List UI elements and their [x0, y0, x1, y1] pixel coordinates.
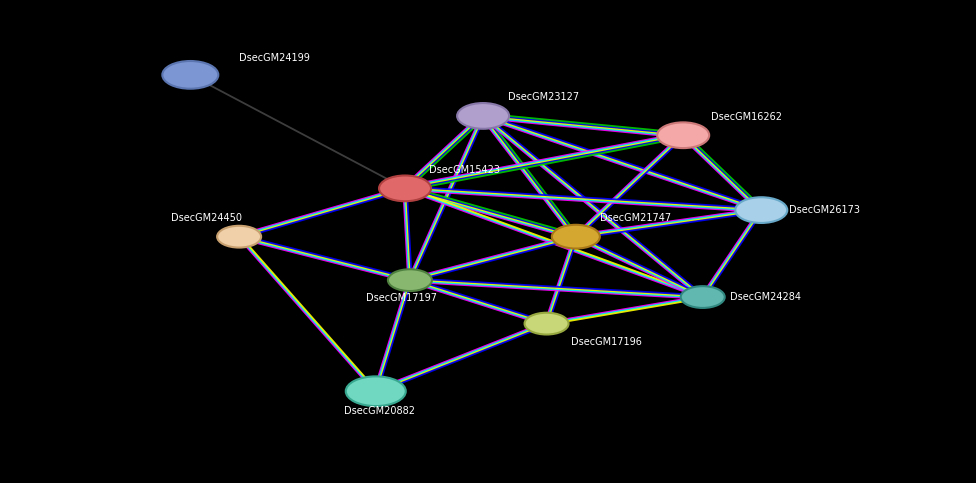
Circle shape [657, 122, 710, 148]
Circle shape [162, 61, 219, 89]
Circle shape [379, 175, 431, 201]
Text: DsecGM16262: DsecGM16262 [711, 112, 782, 122]
Circle shape [387, 269, 432, 291]
Text: DsecGM23127: DsecGM23127 [508, 92, 579, 101]
Text: DsecGM20882: DsecGM20882 [344, 406, 415, 415]
Text: DsecGM24450: DsecGM24450 [171, 213, 242, 223]
Circle shape [457, 103, 509, 129]
Text: DsecGM17197: DsecGM17197 [366, 294, 437, 303]
Circle shape [346, 376, 406, 406]
Circle shape [680, 286, 725, 308]
Circle shape [524, 313, 569, 335]
Circle shape [217, 226, 262, 248]
Text: DsecGM24284: DsecGM24284 [730, 292, 801, 302]
Text: DsecGM26173: DsecGM26173 [789, 205, 860, 215]
Text: DsecGM21747: DsecGM21747 [600, 213, 671, 223]
Text: DsecGM17196: DsecGM17196 [571, 337, 642, 347]
Circle shape [551, 225, 600, 249]
Circle shape [735, 197, 788, 223]
Text: DsecGM24199: DsecGM24199 [239, 53, 310, 63]
Text: DsecGM15423: DsecGM15423 [429, 165, 501, 175]
